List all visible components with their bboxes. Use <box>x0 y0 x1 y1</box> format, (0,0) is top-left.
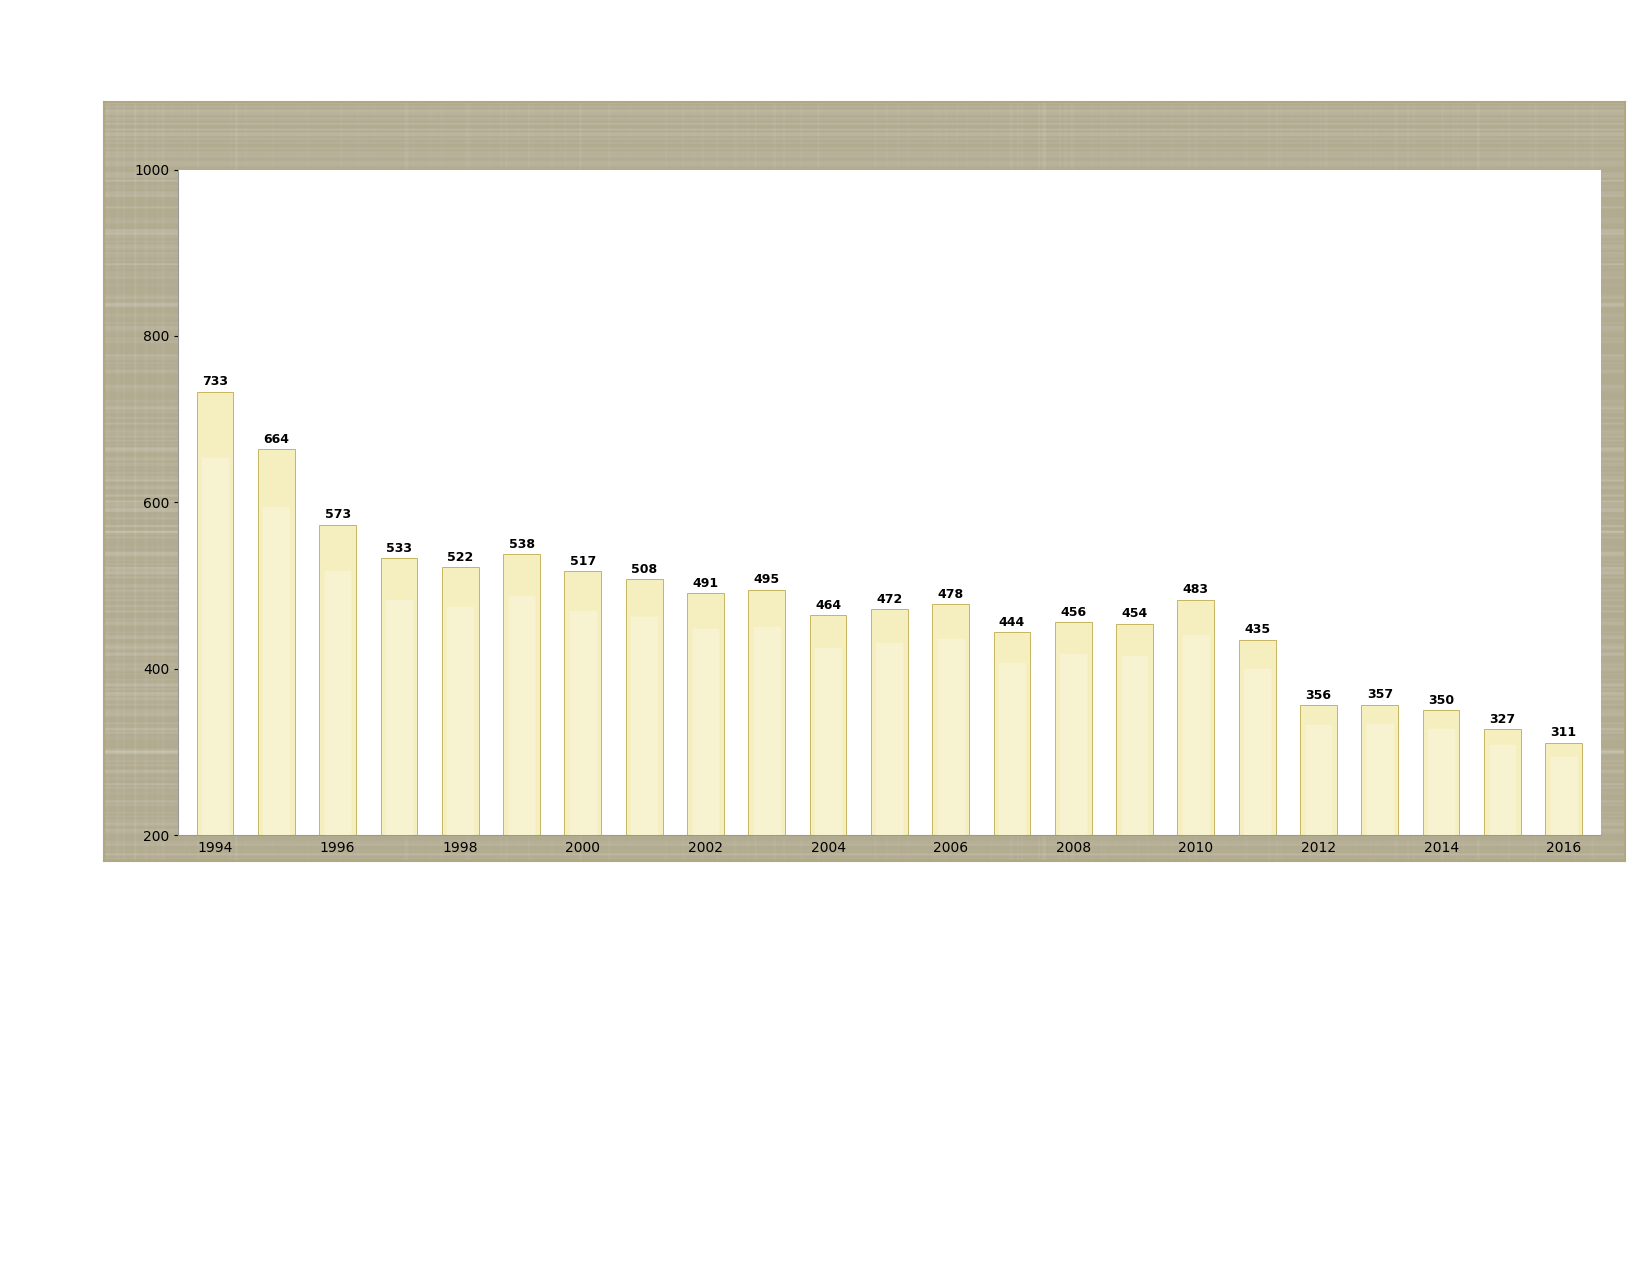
Bar <box>693 630 718 835</box>
Bar <box>564 571 601 1002</box>
Text: 733: 733 <box>201 375 228 389</box>
Text: 517: 517 <box>569 555 596 569</box>
Bar <box>503 553 540 1002</box>
Text: 483: 483 <box>1183 584 1209 597</box>
Text: 533: 533 <box>386 542 412 555</box>
Bar <box>1483 729 1521 1002</box>
Bar <box>932 604 969 1002</box>
Bar <box>442 567 478 1002</box>
Bar <box>876 643 903 835</box>
Bar <box>1366 724 1393 835</box>
Text: 491: 491 <box>693 576 718 590</box>
Text: 478: 478 <box>937 588 964 601</box>
Bar <box>264 507 289 835</box>
Bar <box>810 616 846 1002</box>
Text: 356: 356 <box>1305 688 1332 703</box>
Bar <box>1061 654 1086 835</box>
Text: 522: 522 <box>447 551 474 564</box>
Bar <box>871 609 908 1002</box>
Text: 454: 454 <box>1122 607 1148 621</box>
Bar <box>815 649 842 835</box>
Text: 508: 508 <box>630 562 657 575</box>
Text: 472: 472 <box>876 593 903 606</box>
Bar <box>1115 623 1153 1002</box>
Bar <box>1178 599 1214 1002</box>
Bar <box>569 611 596 835</box>
Bar <box>1054 622 1092 1002</box>
Bar <box>508 597 535 835</box>
Bar <box>1183 635 1209 835</box>
Text: Thornydale Elementary School: Thornydale Elementary School <box>625 186 1104 214</box>
Bar <box>993 632 1030 1002</box>
Bar <box>686 593 724 1002</box>
Bar <box>1429 729 1454 835</box>
Text: 456: 456 <box>1061 606 1086 618</box>
Bar <box>625 579 663 1002</box>
Bar <box>1244 669 1270 835</box>
Bar <box>1546 743 1582 1002</box>
Text: 573: 573 <box>325 509 351 521</box>
Bar <box>754 626 779 835</box>
Bar <box>1300 705 1336 1002</box>
Bar <box>447 607 474 835</box>
Bar <box>1361 705 1398 1002</box>
Text: 357: 357 <box>1366 688 1393 701</box>
Text: 311: 311 <box>1551 727 1577 739</box>
Bar <box>1490 746 1515 835</box>
Text: 327: 327 <box>1490 713 1515 727</box>
Bar <box>1551 756 1577 835</box>
Bar <box>1000 663 1025 835</box>
Bar <box>201 458 228 835</box>
Text: 495: 495 <box>754 574 780 586</box>
Bar <box>632 617 657 835</box>
Bar <box>1239 640 1275 1002</box>
Bar <box>318 525 356 1002</box>
Bar <box>1305 724 1332 835</box>
Bar <box>325 571 350 835</box>
Bar <box>937 639 964 835</box>
Text: 464: 464 <box>815 599 842 612</box>
Bar <box>1122 655 1147 835</box>
Bar <box>1422 710 1460 1002</box>
Text: 538: 538 <box>508 538 535 551</box>
Bar <box>386 599 412 835</box>
Text: 664: 664 <box>264 432 289 446</box>
Bar <box>749 590 785 1002</box>
Bar <box>257 449 295 1002</box>
Text: 444: 444 <box>998 616 1025 629</box>
Bar <box>196 391 233 1002</box>
Bar <box>381 558 417 1002</box>
Text: 350: 350 <box>1427 694 1454 708</box>
Text: 435: 435 <box>1244 623 1270 636</box>
